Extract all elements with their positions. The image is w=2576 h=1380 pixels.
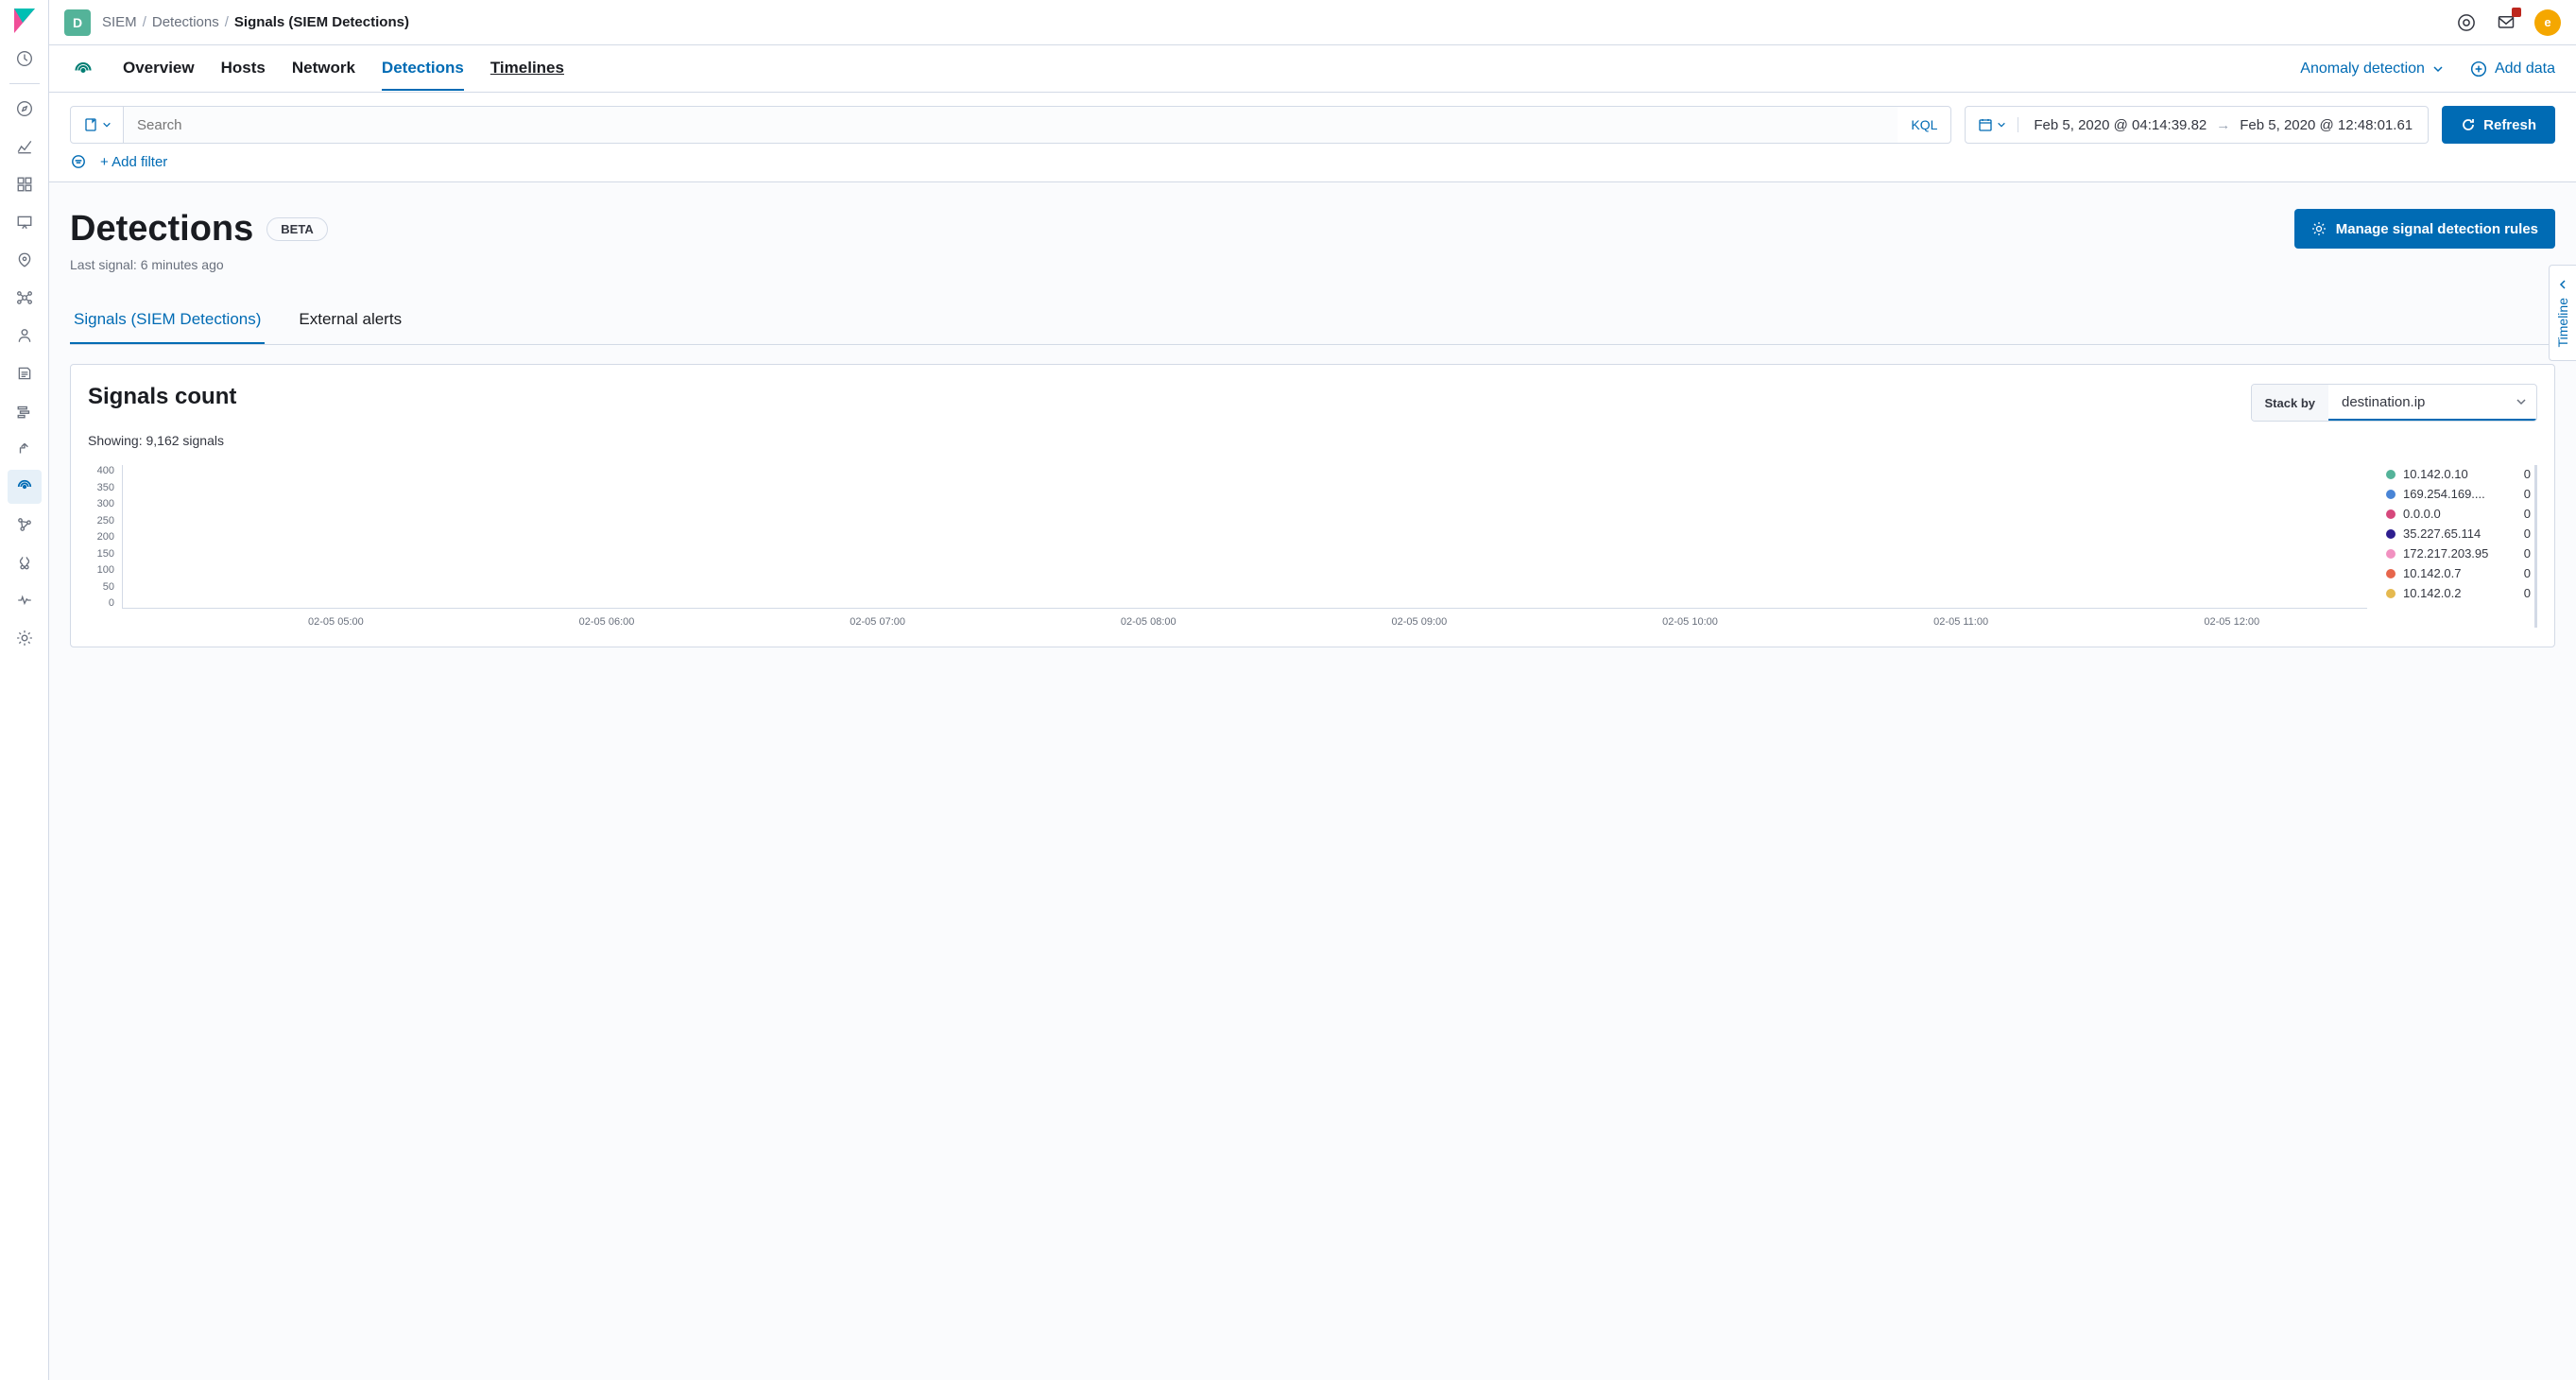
refresh-icon xyxy=(2461,117,2476,132)
rail-graph-icon[interactable] xyxy=(8,508,42,542)
chart-bars xyxy=(122,465,2367,609)
nav-hosts[interactable]: Hosts xyxy=(221,47,266,91)
rail-recent-icon[interactable] xyxy=(8,42,42,76)
page-title: Detections xyxy=(70,209,253,250)
chart-legend: 10.142.0.100 169.254.169....0 0.0.0.00 35.2… xyxy=(2386,465,2537,628)
rail-management-icon[interactable] xyxy=(8,621,42,655)
rail-visualize-icon[interactable] xyxy=(8,129,42,164)
filter-icon[interactable] xyxy=(70,153,87,170)
arrow-right-icon: → xyxy=(2216,117,2230,133)
panel-title: Signals count xyxy=(88,384,236,410)
last-signal-text: Last signal: 6 minutes ago xyxy=(70,257,2555,272)
legend-item[interactable]: 10.142.0.20 xyxy=(2386,586,2531,600)
nav-network[interactable]: Network xyxy=(292,47,355,91)
app-nav: OverviewHostsNetworkDetectionsTimelines … xyxy=(49,45,2576,93)
chevron-down-icon xyxy=(1997,120,2006,129)
space-badge[interactable]: D xyxy=(64,9,91,36)
breadcrumb-siem[interactable]: SIEM xyxy=(102,14,137,30)
tabs: Signals (SIEM Detections) External alerts xyxy=(70,301,2555,345)
kibana-logo[interactable] xyxy=(11,8,38,34)
signals-chart: 400350300250200150100500 02-05 05:0002-0… xyxy=(88,465,2537,628)
legend-item[interactable]: 10.142.0.70 xyxy=(2386,566,2531,580)
newsfeed-icon[interactable] xyxy=(2495,11,2517,34)
tab-1[interactable]: External alerts xyxy=(295,301,405,344)
date-from: Feb 5, 2020 @ 04:14:39.82 xyxy=(2034,117,2207,133)
rail-discover-icon[interactable] xyxy=(8,92,42,126)
legend-item[interactable]: 172.217.203.950 xyxy=(2386,546,2531,561)
chevron-down-icon xyxy=(102,120,112,129)
nav-overview[interactable]: Overview xyxy=(123,47,195,91)
signals-panel: Signals count Stack by destination.ip Sh… xyxy=(70,364,2555,647)
chevron-down-icon xyxy=(2516,396,2527,407)
rail-uptime-icon[interactable] xyxy=(8,432,42,466)
refresh-button[interactable]: Refresh xyxy=(2442,106,2555,144)
gear-icon xyxy=(2311,221,2327,236)
legend-item[interactable]: 169.254.169....0 xyxy=(2386,487,2531,501)
rail-ml-icon[interactable] xyxy=(8,281,42,315)
legend-item[interactable]: 35.227.65.1140 xyxy=(2386,526,2531,541)
nav-timelines[interactable]: Timelines xyxy=(490,47,564,91)
plus-circle-icon xyxy=(2470,60,2487,78)
beta-badge: BETA xyxy=(266,217,327,241)
manage-rules-button[interactable]: Manage signal detection rules xyxy=(2294,209,2555,249)
top-header: D SIEM / Detections / Signals (SIEM Dete… xyxy=(49,0,2576,45)
rail-logs-icon[interactable] xyxy=(8,356,42,390)
breadcrumb-current: Signals (SIEM Detections) xyxy=(234,14,409,30)
search-group: KQL xyxy=(70,106,1951,144)
timeline-flyout-tab[interactable]: Timeline xyxy=(2549,265,2576,361)
rail-monitor-icon[interactable] xyxy=(8,583,42,617)
breadcrumb: SIEM / Detections / Signals (SIEM Detect… xyxy=(102,14,409,30)
stack-by-label: Stack by xyxy=(2252,385,2328,421)
kql-toggle[interactable]: KQL xyxy=(1898,107,1950,143)
siem-app-icon xyxy=(70,56,96,82)
nav-detections[interactable]: Detections xyxy=(382,47,464,91)
breadcrumb-detections[interactable]: Detections xyxy=(152,14,219,30)
left-nav-rail xyxy=(0,0,49,1380)
notification-dot xyxy=(2512,8,2521,17)
date-picker[interactable]: Feb 5, 2020 @ 04:14:39.82 → Feb 5, 2020 … xyxy=(1965,106,2429,144)
legend-item[interactable]: 10.142.0.100 xyxy=(2386,467,2531,481)
legend-item[interactable]: 0.0.0.00 xyxy=(2386,507,2531,521)
rail-dashboard-icon[interactable] xyxy=(8,167,42,201)
y-axis: 400350300250200150100500 xyxy=(88,465,122,609)
chevron-down-icon xyxy=(2432,63,2444,75)
search-input[interactable] xyxy=(124,107,1898,143)
anomaly-detection-link[interactable]: Anomaly detection xyxy=(2300,60,2444,78)
rail-dev-icon[interactable] xyxy=(8,545,42,579)
tab-0[interactable]: Signals (SIEM Detections) xyxy=(70,301,265,344)
rail-siem-icon[interactable] xyxy=(8,470,42,504)
rail-canvas-icon[interactable] xyxy=(8,205,42,239)
calendar-icon[interactable] xyxy=(1966,117,2018,132)
rail-apm-icon[interactable] xyxy=(8,394,42,428)
help-icon[interactable] xyxy=(2455,11,2478,34)
stack-by-group: Stack by destination.ip xyxy=(2251,384,2537,422)
date-to: Feb 5, 2020 @ 12:48:01.61 xyxy=(2240,117,2413,133)
rail-infra-icon[interactable] xyxy=(8,319,42,353)
chevron-left-icon xyxy=(2557,279,2568,290)
page-content: Detections BETA Manage signal detection … xyxy=(49,182,2576,1380)
rail-maps-icon[interactable] xyxy=(8,243,42,277)
add-filter-link[interactable]: + Add filter xyxy=(100,154,167,170)
add-data-link[interactable]: Add data xyxy=(2470,60,2555,78)
x-axis: 02-05 05:0002-05 06:0002-05 07:0002-05 0… xyxy=(122,616,2367,628)
query-bar: KQL Feb 5, 2020 @ 04:14:39.82 → Feb 5, 2… xyxy=(49,93,2576,182)
saved-queries-button[interactable] xyxy=(71,107,124,143)
user-avatar[interactable]: e xyxy=(2534,9,2561,36)
stack-by-select[interactable]: destination.ip xyxy=(2328,385,2536,421)
showing-text: Showing: 9,162 signals xyxy=(88,433,2537,448)
